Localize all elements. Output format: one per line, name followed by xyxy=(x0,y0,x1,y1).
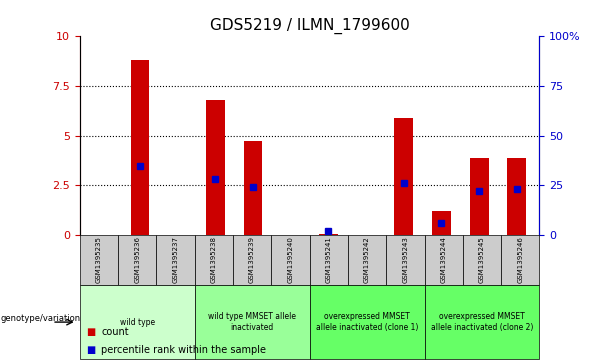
Text: GSM1395236: GSM1395236 xyxy=(134,236,140,284)
Text: GSM1395243: GSM1395243 xyxy=(402,237,408,284)
Bar xyxy=(432,211,451,235)
Text: wild type MMSET allele
inactivated: wild type MMSET allele inactivated xyxy=(208,313,296,332)
Text: genotype/variation: genotype/variation xyxy=(1,314,81,323)
Text: GSM1395239: GSM1395239 xyxy=(249,236,255,284)
Text: wild type: wild type xyxy=(120,318,154,327)
Text: GSM1395246: GSM1395246 xyxy=(517,237,524,284)
Text: GSM1395240: GSM1395240 xyxy=(287,237,294,284)
Text: overexpressed MMSET
allele inactivated (clone 1): overexpressed MMSET allele inactivated (… xyxy=(316,313,418,332)
Text: overexpressed MMSET
allele inactivated (clone 2): overexpressed MMSET allele inactivated (… xyxy=(431,313,533,332)
Text: GSM1395235: GSM1395235 xyxy=(96,237,102,284)
Bar xyxy=(243,141,262,235)
Text: GSM1395238: GSM1395238 xyxy=(211,236,217,284)
Title: GDS5219 / ILMN_1799600: GDS5219 / ILMN_1799600 xyxy=(210,17,409,33)
Bar xyxy=(470,158,489,235)
Text: GSM1395244: GSM1395244 xyxy=(441,237,447,284)
Bar xyxy=(394,118,413,235)
Text: GSM1395242: GSM1395242 xyxy=(364,237,370,284)
Text: count: count xyxy=(101,327,129,337)
Bar xyxy=(131,60,150,235)
Bar xyxy=(508,158,526,235)
Bar xyxy=(319,234,338,235)
Text: GSM1395245: GSM1395245 xyxy=(479,237,485,284)
Text: percentile rank within the sample: percentile rank within the sample xyxy=(101,345,266,355)
Bar xyxy=(206,100,225,235)
Text: ■: ■ xyxy=(86,327,95,337)
Text: GSM1395237: GSM1395237 xyxy=(172,236,178,284)
Text: ■: ■ xyxy=(86,345,95,355)
Text: GSM1395241: GSM1395241 xyxy=(326,237,332,284)
